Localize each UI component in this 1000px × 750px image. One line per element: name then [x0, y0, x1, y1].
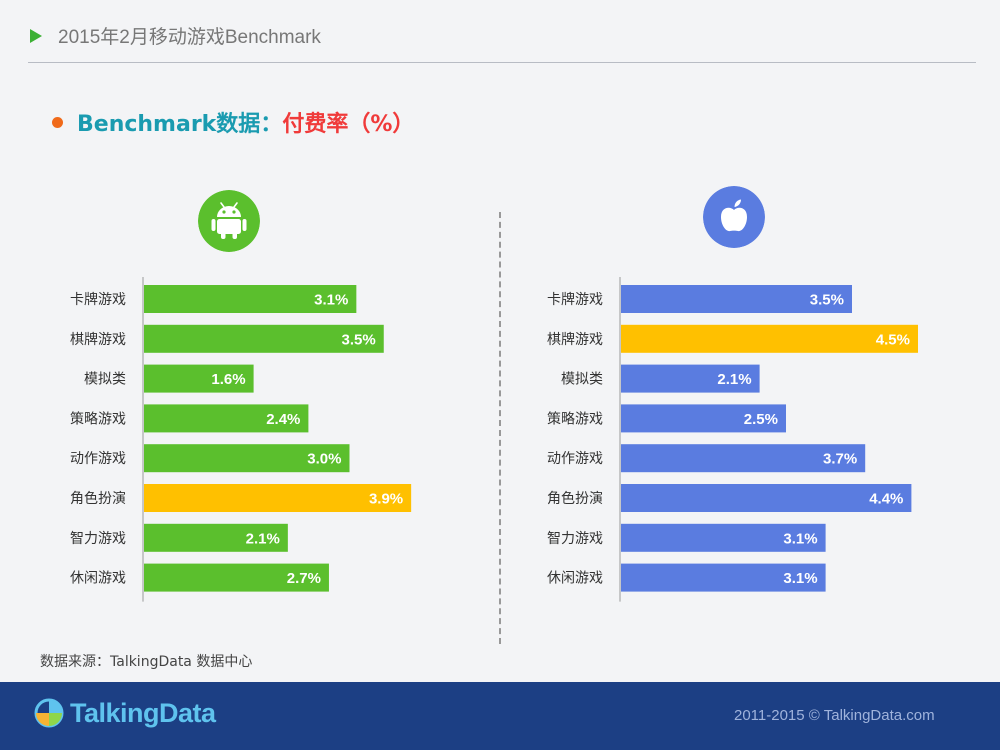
- android-category-label: 角色扮演: [70, 490, 126, 507]
- android-bar: [144, 285, 357, 313]
- android-category-label: 卡牌游戏: [70, 291, 126, 308]
- android-icon: [198, 190, 260, 252]
- play-arrow-icon: [30, 29, 42, 43]
- benchmark-bar-charts: 卡牌游戏 3.1% 棋牌游戏 3.5% 模拟类 1.6% 策略游戏 2.4% 动作游戏 3.0% 角…: [70, 277, 918, 602]
- android-bar: [144, 563, 329, 592]
- android-payrate-chart: 卡牌游戏 3.1% 棋牌游戏 3.5% 模拟类 1.6% 策略游戏 2.4% 动作游戏 3.0% 角…: [70, 277, 412, 602]
- android-value-label: 2.7%: [287, 570, 321, 587]
- apple-value-label: 3.1%: [783, 530, 817, 547]
- apple-value-label: 2.5%: [744, 411, 778, 428]
- android-value-label: 3.5%: [342, 331, 376, 348]
- apple-category-label: 智力游戏: [547, 531, 603, 547]
- android-category-label: 模拟类: [84, 372, 126, 388]
- apple-category-label: 角色扮演: [547, 490, 603, 507]
- footer-bar: TalkingData 2011-2015 © TalkingData.com: [0, 682, 1000, 750]
- data-source-note: 数据来源：TalkingData 数据中心: [40, 654, 253, 670]
- android-category-label: 休闲游戏: [70, 571, 126, 587]
- heading-prefix: Benchmark数据：: [77, 112, 283, 137]
- slide-title: 2015年2月移动游戏Benchmark: [58, 27, 321, 48]
- android-bar: [144, 404, 309, 433]
- header-divider: [28, 62, 976, 63]
- section-heading: Benchmark数据：付费率（%）: [52, 106, 414, 138]
- apple-value-label: 4.5%: [876, 331, 910, 348]
- android-value-label: 3.1%: [314, 292, 348, 309]
- android-value-label: 2.4%: [266, 411, 300, 428]
- apple-category-label: 休闲游戏: [547, 571, 603, 587]
- android-bar: [144, 484, 412, 512]
- apple-category-label: 策略游戏: [547, 410, 603, 427]
- android-value-label: 3.9%: [369, 491, 403, 508]
- android-category-label: 策略游戏: [70, 410, 126, 427]
- apple-category-label: 动作游戏: [547, 451, 603, 467]
- copyright-text: 2011-2015 © TalkingData.com: [734, 707, 935, 724]
- chart-divider: [499, 212, 501, 644]
- apple-value-label: 3.7%: [823, 451, 857, 468]
- android-bar: [144, 523, 288, 552]
- apple-category-label: 模拟类: [561, 372, 603, 388]
- apple-bar: [621, 444, 866, 473]
- android-value-label: 1.6%: [211, 371, 245, 388]
- android-category-label: 动作游戏: [70, 451, 126, 467]
- apple-category-label: 棋牌游戏: [547, 331, 603, 348]
- apple-bar: [621, 404, 786, 433]
- android-value-label: 3.0%: [307, 451, 341, 468]
- android-bar: [144, 444, 350, 473]
- apple-value-label: 3.1%: [783, 570, 817, 587]
- android-bar: [144, 324, 384, 353]
- apple-value-label: 2.1%: [717, 371, 751, 388]
- slide-header: 2015年2月移动游戏Benchmark: [0, 0, 1000, 64]
- apple-icon: [703, 186, 765, 248]
- android-category-label: 智力游戏: [70, 531, 126, 547]
- android-category-label: 棋牌游戏: [70, 331, 126, 348]
- apple-bar: [621, 523, 826, 552]
- apple-category-label: 卡牌游戏: [547, 291, 603, 308]
- talkingdata-logo-icon: [34, 698, 64, 728]
- apple-payrate-chart: 卡牌游戏 3.5% 棋牌游戏 4.5% 模拟类 2.1% 策略游戏 2.5% 动作游戏 3.7% 角…: [547, 277, 918, 602]
- bullet-dot-icon: [52, 117, 63, 128]
- apple-bar: [621, 285, 852, 313]
- android-bar: [144, 364, 254, 393]
- apple-bar: [621, 563, 826, 592]
- android-value-label: 2.1%: [246, 530, 280, 547]
- apple-bar: [621, 484, 912, 512]
- apple-bar: [621, 364, 760, 393]
- apple-bar: [621, 324, 918, 353]
- brand-name: TalkingData: [70, 698, 216, 728]
- apple-value-label: 4.4%: [869, 491, 903, 508]
- apple-value-label: 3.5%: [810, 292, 844, 309]
- heading-metric: 付费率（%）: [282, 112, 415, 137]
